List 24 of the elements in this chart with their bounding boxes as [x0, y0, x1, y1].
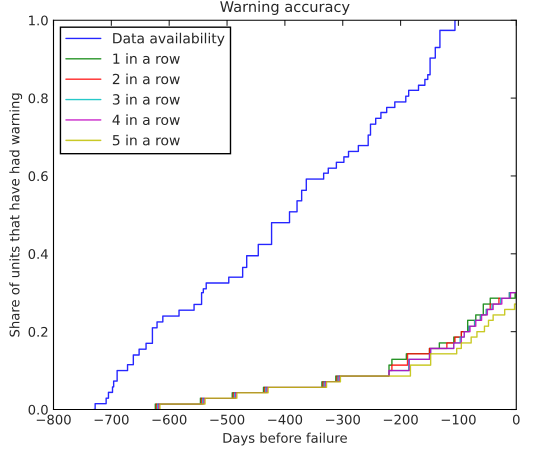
legend-label: Data availability — [113, 32, 225, 46]
x-tick-label: −500 — [210, 414, 244, 425]
x-tick-label: −700 — [94, 414, 129, 425]
chart-title: Warning accuracy — [220, 0, 350, 15]
x-tick-label: 0 — [512, 414, 520, 425]
x-tick-label: −400 — [268, 414, 302, 425]
legend-label: 2 in a row — [112, 74, 180, 84]
legend-label: 3 in a row — [112, 94, 180, 105]
y-tick-label: 0.0 — [28, 404, 48, 415]
x-tick-label: −800 — [36, 414, 71, 425]
y-tick-label: 1.0 — [29, 15, 48, 26]
legend-label: 1 in a row — [113, 53, 180, 64]
y-tick-label: 0.4 — [28, 249, 48, 259]
x-tick-label: −600 — [152, 414, 186, 425]
x-tick-label: −200 — [384, 414, 418, 425]
legend-label: 4 in a row — [112, 114, 180, 126]
x-tick-label: −100 — [442, 414, 476, 425]
y-tick-label: 0.6 — [28, 171, 48, 182]
x-axis-title: Days before failure — [223, 432, 347, 446]
y-tick-label: 0.8 — [28, 93, 48, 104]
y-tick-label: 0.2 — [28, 326, 48, 337]
x-tick-label: −300 — [326, 414, 360, 425]
legend-label: 5 in a row — [112, 134, 180, 146]
y-axis-title: Share of units that have had warning — [9, 93, 22, 337]
